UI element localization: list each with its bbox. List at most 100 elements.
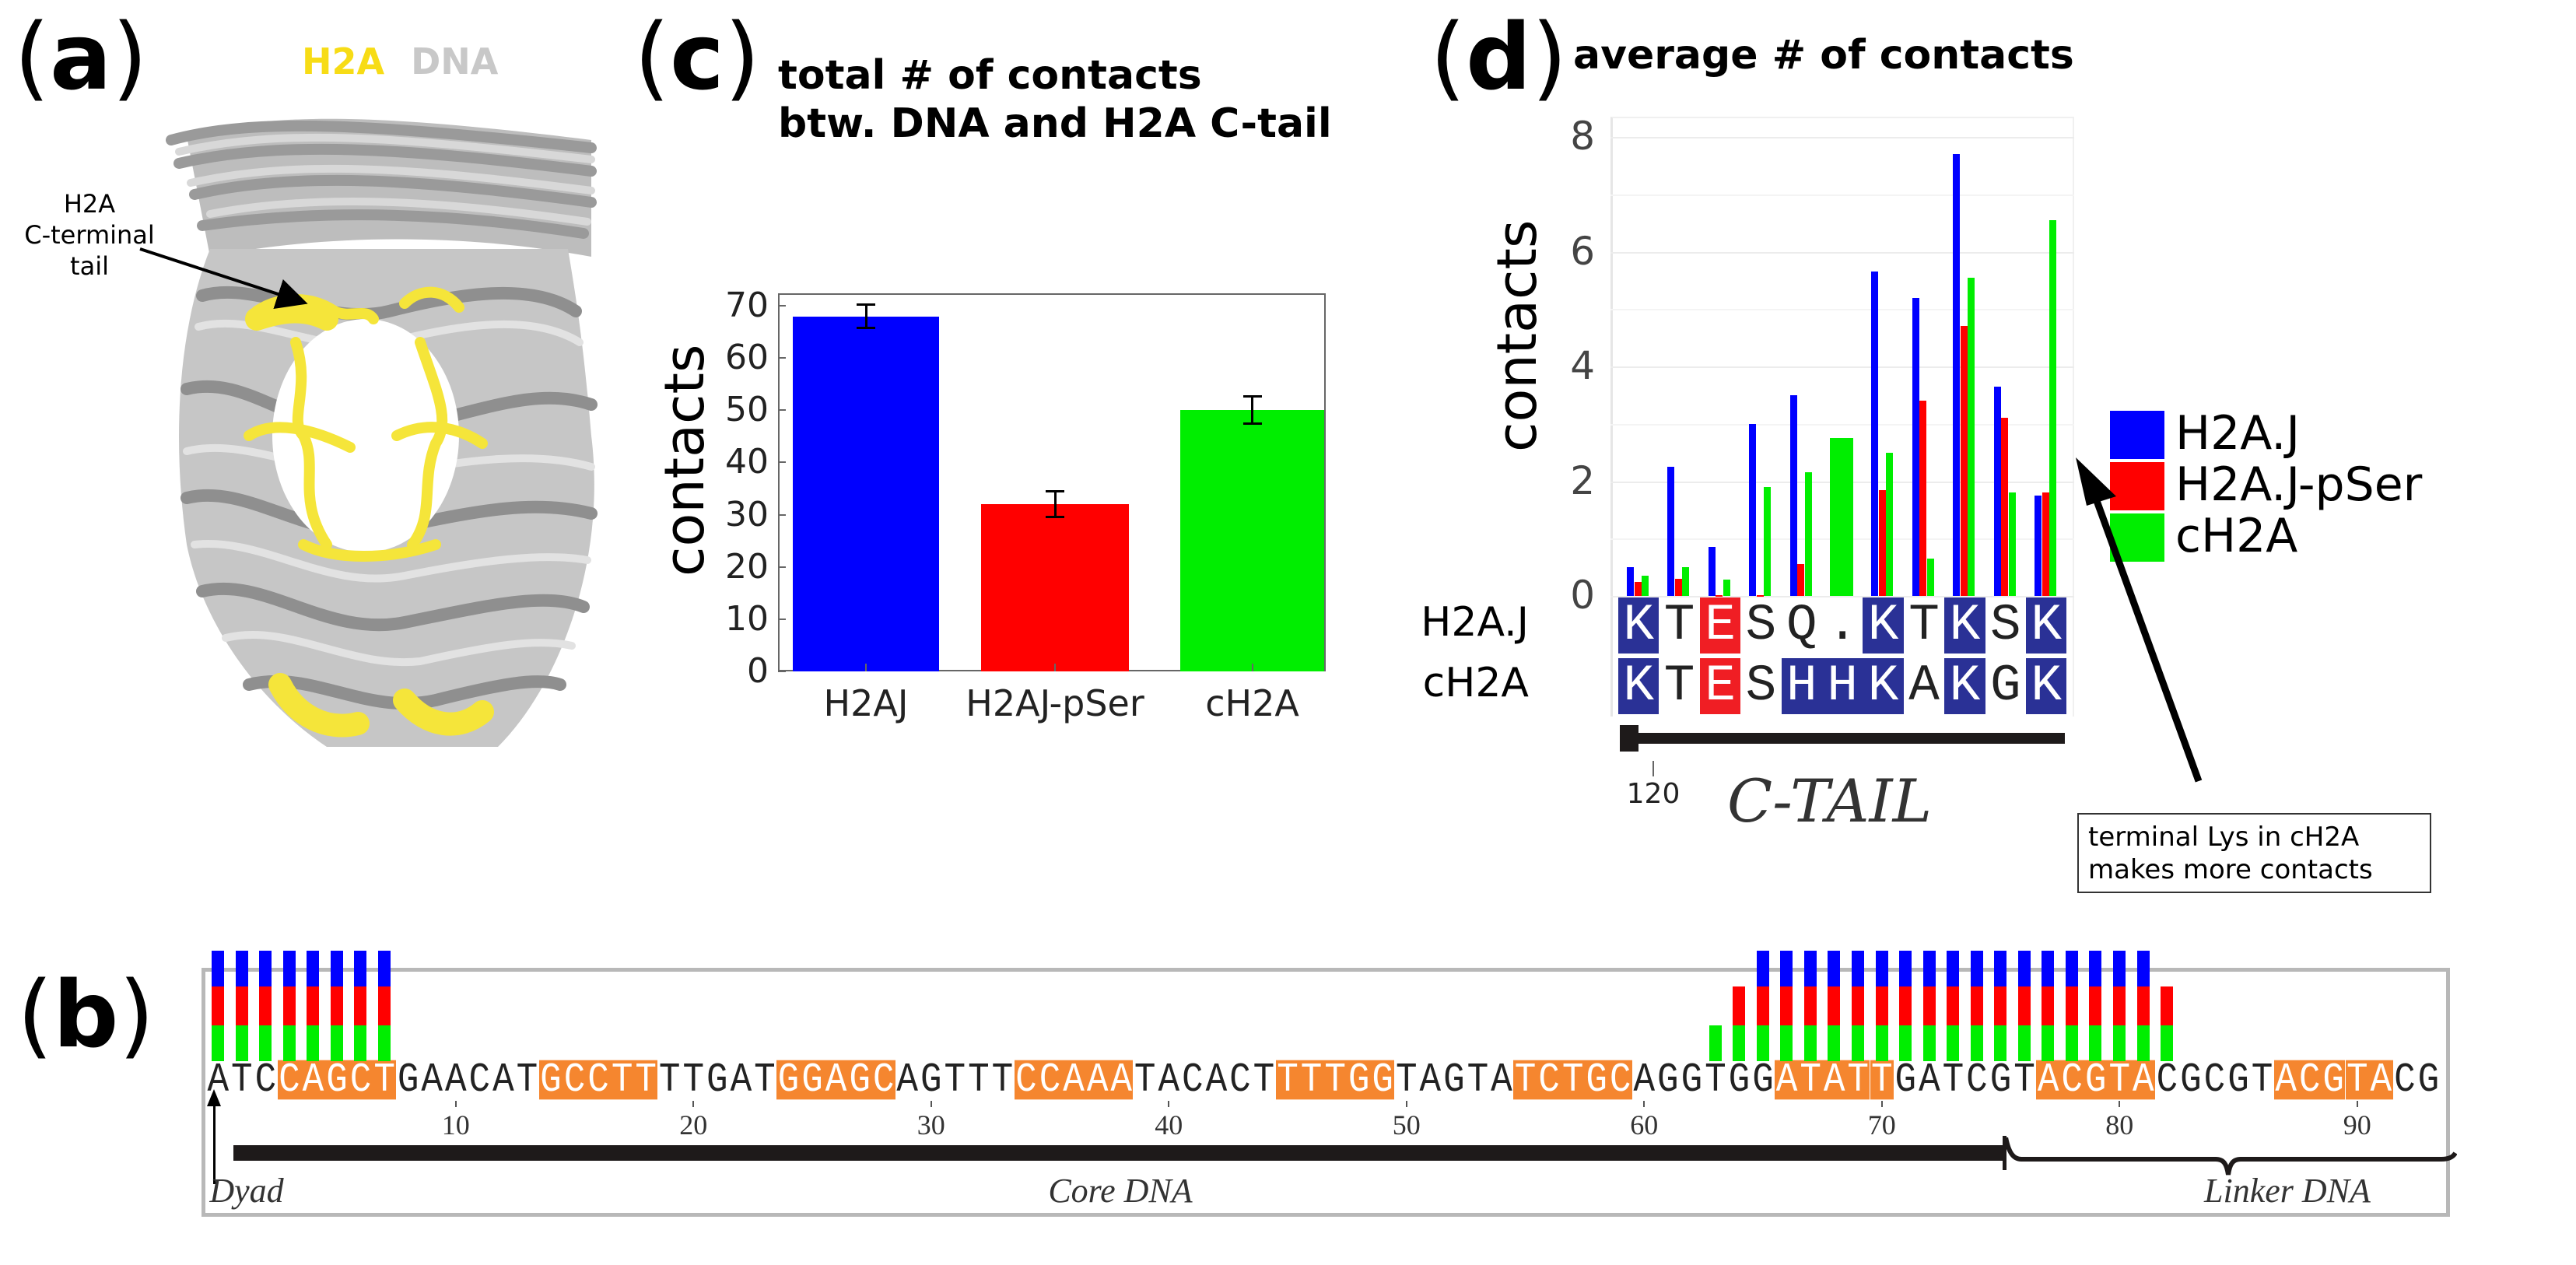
chart-d-bar-H2A.J	[1993, 386, 2001, 596]
nucleotide: A	[1419, 1057, 1442, 1103]
nucleotide: C	[1182, 1057, 1204, 1103]
chart-c-category-label: H2AJ-pSer	[966, 682, 1144, 724]
chart-c-ytick-label: 60	[725, 338, 769, 378]
nucleotide: C	[586, 1057, 611, 1103]
position-tick-label: 50	[1392, 1109, 1421, 1141]
contact-bar-H2A.J-pSer	[2136, 986, 2150, 1025]
region-label-core: Core DNA	[1048, 1172, 1193, 1210]
chart-d-bar-H2A.J	[1667, 467, 1675, 596]
residue: K	[1618, 658, 1660, 714]
position-tick-label: 90	[2343, 1109, 2371, 1141]
nucleotide: A	[1775, 1057, 1799, 1103]
contact-bar-H2A.J	[1851, 951, 1864, 986]
contact-bar-cH2A	[282, 1025, 296, 1061]
position-tick-mark	[454, 1101, 457, 1107]
contact-bar-cH2A	[2089, 1025, 2102, 1061]
contact-bar-H2A.J	[330, 951, 343, 986]
nucleotide: T	[231, 1057, 253, 1103]
chart-d-bar-H2A.J-pSer	[1960, 326, 1968, 596]
chart-c-xtick-mark	[865, 664, 867, 671]
chart-c-ytick-label: 50	[725, 390, 769, 430]
position-tick-label: 120	[1626, 778, 1681, 810]
chart-d-gridline	[1610, 309, 2075, 311]
contact-bar-H2A.J	[259, 951, 272, 986]
chart-d-bar-cH2A	[2008, 492, 2016, 596]
contact-bar-cH2A	[259, 1025, 272, 1061]
residue: K	[2026, 658, 2067, 714]
contact-bar-H2A.J	[235, 951, 248, 986]
contact-bar-H2A.J	[1780, 951, 1793, 986]
nucleotide: C	[2059, 1057, 2084, 1103]
contact-bar-H2A.J-pSer	[1994, 986, 2007, 1025]
nucleotide: C	[1537, 1057, 1561, 1103]
residue: S	[1745, 596, 1777, 654]
chart-c-title-line2: btw. DNA and H2A C-tail	[778, 100, 1332, 147]
nucleotide: G	[2321, 1057, 2346, 1103]
legend-label: H2A.J	[2175, 406, 2301, 461]
chart-c-ytick-mark	[778, 618, 786, 620]
linker-dna-brace	[2006, 1137, 2457, 1176]
chart-d-plot-area	[1610, 117, 2075, 717]
position-tick-mark	[1652, 761, 1654, 776]
nucleotide: G	[1370, 1057, 1395, 1103]
position-tick-label: 20	[679, 1109, 708, 1141]
residue: H	[1781, 658, 1822, 714]
contact-bar-H2A.J-pSer	[307, 986, 320, 1025]
chart-d-bar-H2A.J	[2035, 495, 2042, 596]
chart-c-ytick-mark	[778, 566, 786, 568]
chart-d-bar-H2A.J-pSer	[1797, 564, 1805, 596]
contact-bar-H2A.J	[1922, 951, 1936, 986]
alignment-row-label: cH2A	[1422, 660, 1529, 706]
chart-d-title: average # of contacts	[1573, 32, 2074, 79]
chart-c-category-label: cH2A	[1205, 682, 1299, 724]
nucleotide: T	[1870, 1057, 1894, 1103]
contact-bar-H2A.J-pSer	[354, 986, 367, 1025]
chart-c-ytick-mark	[778, 409, 786, 412]
contact-bar-cH2A	[307, 1025, 320, 1061]
chart-d-bar-cH2A	[1682, 567, 1690, 596]
chart-d-bar-H2A.J-pSer	[2001, 418, 2009, 596]
chart-c-errorbar	[1251, 396, 1253, 424]
nucleotide: T	[754, 1057, 776, 1103]
contact-bar-H2A.J-pSer	[1756, 986, 1769, 1025]
contact-bar-cH2A	[1899, 1025, 1912, 1061]
contact-bar-cH2A	[1875, 1025, 1888, 1061]
nucleotide: C	[254, 1057, 277, 1103]
nucleotide: T	[516, 1057, 538, 1103]
contact-bar-H2A.J-pSer	[1899, 986, 1912, 1025]
contact-bar-H2A.J-pSer	[2042, 986, 2055, 1025]
position-tick-label: 40	[1155, 1109, 1183, 1141]
chart-d-bar-H2A.J	[1789, 394, 1797, 596]
contact-bar-H2A.J-pSer	[1851, 986, 1864, 1025]
contact-bar-cH2A	[354, 1025, 367, 1061]
nucleotide: A	[1061, 1057, 1086, 1103]
contact-bar-cH2A	[330, 1025, 343, 1061]
contact-bar-H2A.J-pSer	[1970, 986, 1983, 1025]
residue: T	[1663, 657, 1695, 715]
nucleotide: G	[1728, 1057, 1751, 1103]
legend-swatch	[2110, 462, 2164, 510]
nucleotide: G	[2180, 1057, 2202, 1103]
nucleotide: C	[2156, 1057, 2178, 1103]
position-tick-label: 80	[2105, 1109, 2134, 1141]
residue: K	[1944, 597, 1985, 654]
position-tick-label: 60	[1630, 1109, 1659, 1141]
chart-c-errorcap	[857, 303, 875, 306]
panel-label-b: (b)	[17, 961, 155, 1068]
chart-c-errorbar	[1053, 491, 1057, 517]
nucleotide: G	[1894, 1057, 1917, 1103]
nucleotide: G	[1681, 1057, 1703, 1103]
nucleotide: T	[1845, 1057, 1870, 1103]
chart-c-errorbar	[864, 304, 867, 328]
nucleotide: C	[2203, 1057, 2226, 1103]
residue: Q	[1786, 596, 1817, 654]
chart-d-bar-H2A.J-pSer	[1756, 594, 1764, 597]
core-dna-bar	[233, 1145, 2006, 1161]
chart-c-ytick-label: 70	[725, 286, 769, 326]
residue: G	[1989, 657, 2021, 715]
contact-bar-cH2A	[2113, 1025, 2126, 1061]
nucleotide: T	[2013, 1057, 2035, 1103]
chart-d-bar-H2A.J-pSer	[1878, 489, 1886, 596]
nucleotide: T	[1513, 1057, 1537, 1103]
dyad-arrow-line	[213, 1099, 216, 1184]
